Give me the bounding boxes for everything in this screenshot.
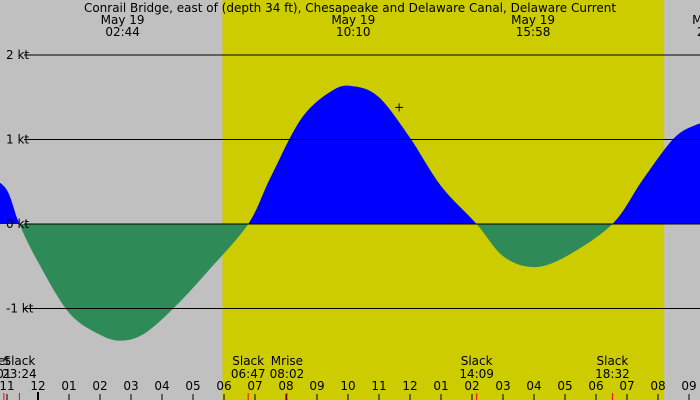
extremum-date-1: May 19: [331, 13, 375, 27]
xtick-label-11: 10: [340, 379, 355, 393]
xtick-label-1: 12: [30, 379, 45, 393]
event-label-0: et: [0, 354, 10, 368]
xtick-label-12: 11: [371, 379, 386, 393]
xtick-label-2: 01: [61, 379, 76, 393]
extremum-time-2: 15:58: [516, 25, 551, 39]
chart-title: Conrail Bridge, east of (depth 34 ft), C…: [84, 1, 616, 15]
xtick-label-4: 03: [123, 379, 138, 393]
extremum-time-0: 02:44: [105, 25, 140, 39]
xtick-label-13: 12: [402, 379, 417, 393]
event-label-3: Mrise: [271, 354, 303, 368]
xtick-label-3: 02: [92, 379, 107, 393]
xtick-label-16: 03: [495, 379, 510, 393]
gridline-layer: [3, 54, 700, 400]
xtick-label-17: 04: [526, 379, 541, 393]
ebb-current-area: [0, 224, 700, 341]
xtick-label-7: 06: [216, 379, 231, 393]
xtick-label-10: 09: [309, 379, 324, 393]
xtick-label-6: 05: [185, 379, 200, 393]
xtick-label-15: 02: [464, 379, 479, 393]
ytick-label-2: 2 kt: [6, 48, 29, 62]
event-time-3: 08:02: [270, 367, 305, 381]
extremum-date-3: May: [692, 13, 700, 27]
xtick-label-0: 11: [0, 379, 15, 393]
ytick-label--1: -1 kt: [6, 302, 34, 316]
event-label-1: Slack: [3, 354, 35, 368]
event-time-1: 23:24: [2, 367, 37, 381]
ytick-label-1: 1 kt: [6, 133, 29, 147]
event-time-5: 18:32: [595, 367, 630, 381]
xtick-label-8: 07: [247, 379, 262, 393]
xtick-label-14: 01: [433, 379, 448, 393]
event-label-5: Slack: [597, 354, 629, 368]
event-time-2: 06:47: [231, 367, 266, 381]
event-time-4: 14:09: [459, 367, 494, 381]
event-time-0: 01: [0, 367, 12, 381]
xtick-label-20: 07: [619, 379, 634, 393]
event-label-2: Slack: [232, 354, 264, 368]
extremum-date-2: May 19: [511, 13, 555, 27]
extremum-time-1: 10:10: [336, 25, 371, 39]
xtick-label-9: 08: [278, 379, 293, 393]
extremum-date-0: May 19: [101, 13, 145, 27]
flood-current-area: [0, 85, 700, 224]
xtick-label-19: 06: [588, 379, 603, 393]
xtick-label-21: 08: [650, 379, 665, 393]
extremum-time-3: 21: [697, 25, 700, 39]
current-curve-layer: [0, 85, 700, 341]
xtick-label-22: 09: [681, 379, 696, 393]
event-label-4: Slack: [461, 354, 493, 368]
xtick-label-18: 05: [557, 379, 572, 393]
ytick-label-0: 0 kt: [6, 217, 29, 231]
xtick-label-5: 04: [154, 379, 169, 393]
